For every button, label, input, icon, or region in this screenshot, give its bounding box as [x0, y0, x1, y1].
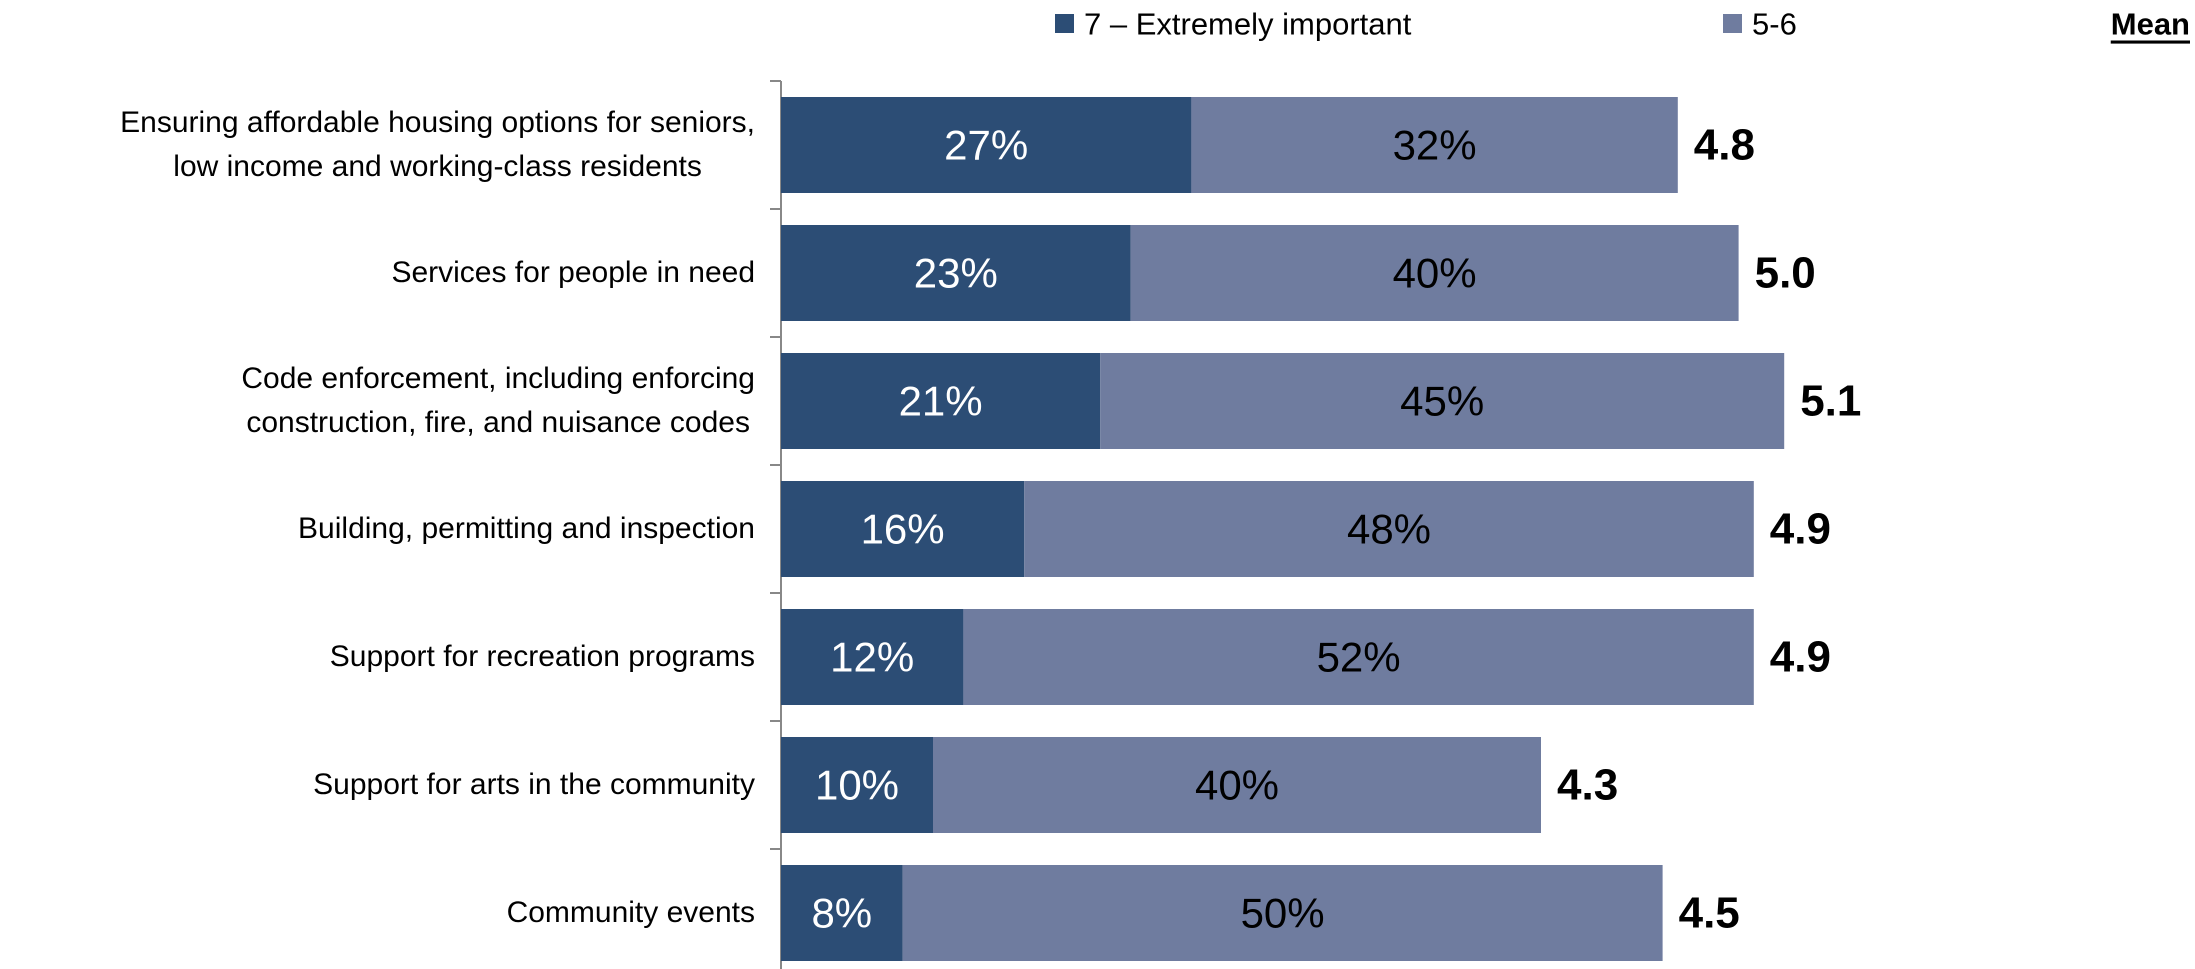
legend-label: 5-6 [1752, 7, 1797, 42]
bar-segment [781, 609, 964, 705]
value-label: 21% [899, 378, 983, 425]
bar-segment [781, 353, 1101, 449]
value-label: 27% [944, 122, 1028, 169]
bar-segment [1191, 97, 1678, 193]
value-label: 32% [1393, 122, 1477, 169]
legend-label: 7 – Extremely important [1084, 7, 1412, 42]
value-label: 8% [811, 890, 872, 937]
value-label: 16% [861, 506, 945, 553]
bar-segment [933, 737, 1541, 833]
value-label: 40% [1393, 250, 1477, 297]
value-label: 12% [830, 634, 914, 681]
mean-value: 4.3 [1557, 761, 1618, 810]
bar-segment [781, 225, 1131, 321]
bar-segment [781, 865, 903, 961]
category-label: Building, permitting and inspection [298, 512, 755, 545]
mean-value: 4.9 [1770, 505, 1831, 554]
mean-value: 5.0 [1755, 249, 1816, 298]
legend-swatch [1723, 14, 1742, 33]
category-label: Services for people in need [391, 256, 755, 289]
bar-segment [781, 481, 1025, 577]
category-label: Support for arts in the community [313, 768, 755, 801]
bar-segment [781, 97, 1192, 193]
value-label: 48% [1347, 506, 1431, 553]
bar-segment [963, 609, 1754, 705]
mean-value: 4.5 [1679, 889, 1740, 938]
bar-segment [1024, 481, 1754, 577]
category-label: Code enforcement, including enforcing co… [241, 362, 755, 439]
value-label: 23% [914, 250, 998, 297]
mean-value: 4.9 [1770, 633, 1831, 682]
mean-header: Mean [2111, 7, 2190, 42]
mean-value: 5.1 [1800, 377, 1861, 426]
value-label: 52% [1317, 634, 1401, 681]
legend-swatch [1055, 14, 1074, 33]
category-label: Ensuring affordable housing options for … [120, 106, 755, 183]
bar-segment [1130, 225, 1739, 321]
bar-segment [781, 737, 933, 833]
bar-segment [1100, 353, 1785, 449]
value-label: 10% [815, 762, 899, 809]
value-label: 50% [1241, 890, 1325, 937]
category-label: Support for recreation programs [329, 640, 755, 673]
mean-value: 4.8 [1694, 121, 1755, 170]
category-label: Community events [506, 896, 755, 929]
value-label: 40% [1195, 762, 1279, 809]
value-label: 45% [1400, 378, 1484, 425]
bar-segment [902, 865, 1663, 961]
